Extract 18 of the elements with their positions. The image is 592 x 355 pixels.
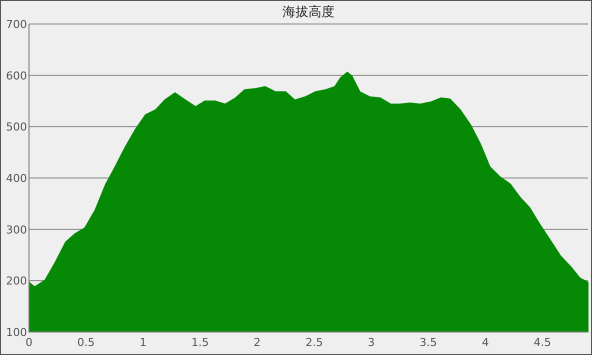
y-tick-label: 100 <box>6 326 27 339</box>
y-tick-label: 200 <box>6 274 27 288</box>
x-tick-label: 4.5 <box>534 336 552 349</box>
x-tick-label: 1.5 <box>191 336 209 349</box>
x-tick-label: 4 <box>482 336 489 349</box>
x-tick-label: 2 <box>254 336 261 349</box>
y-tick-label: 300 <box>6 223 27 236</box>
chart-title: 海拔高度 <box>282 4 334 20</box>
y-tick-label: 600 <box>6 69 27 82</box>
x-tick-label: 3.5 <box>420 336 438 349</box>
y-tick-label: 500 <box>6 120 27 134</box>
x-tick-label: 2.5 <box>305 336 323 349</box>
x-tick-label: 0.5 <box>77 336 95 349</box>
y-tick-label: 400 <box>6 172 27 185</box>
x-tick-label: 0 <box>26 336 32 349</box>
x-tick-label: 1 <box>140 336 147 349</box>
x-tick-label: 3 <box>368 336 375 349</box>
y-tick-label: 700 <box>6 18 27 31</box>
